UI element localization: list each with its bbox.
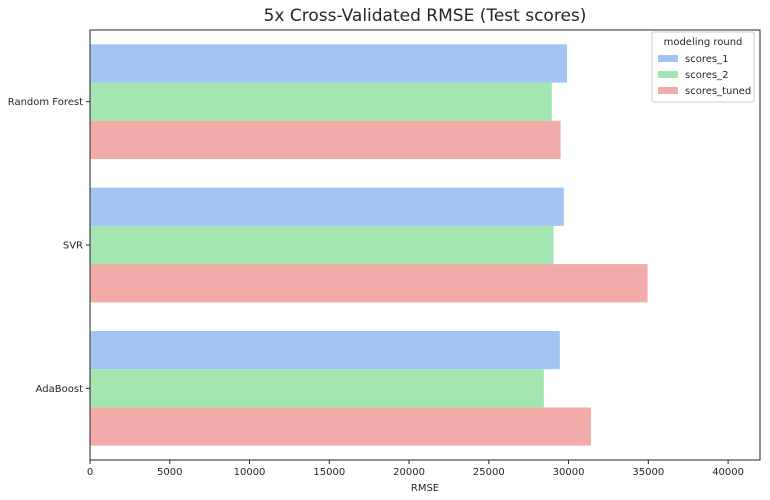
- y-tick-label: Random Forest: [8, 97, 83, 108]
- x-tick-label: 40000: [712, 467, 744, 478]
- x-tick-label: 0: [87, 467, 93, 478]
- bar-scores_1-random-forest: [90, 44, 567, 83]
- bars-group: [90, 44, 648, 446]
- x-axis-label: RMSE: [411, 483, 439, 494]
- x-tick-label: 5000: [157, 467, 182, 478]
- legend-label-scores_2: scores_2: [685, 70, 728, 81]
- bar-scores_2-random-forest: [90, 82, 552, 121]
- bar-scores_tuned-adaboost: [90, 407, 591, 446]
- bar-scores_1-svr: [90, 187, 564, 226]
- legend-label-scores_tuned: scores_tuned: [685, 86, 751, 97]
- x-tick-label: 10000: [234, 467, 266, 478]
- y-tick-label: SVR: [63, 241, 83, 252]
- x-tick-label: 20000: [393, 467, 425, 478]
- x-tick-label: 25000: [473, 467, 505, 478]
- legend-swatch-scores_tuned: [658, 87, 678, 94]
- bar-scores_tuned-svr: [90, 264, 648, 303]
- legend: modeling round scores_1 scores_2 scores_tun…: [651, 31, 755, 103]
- plot-frame: [89, 29, 761, 461]
- bar-scores_tuned-random-forest: [90, 120, 561, 159]
- axes-group: Random Forest SVR AdaBoost 0 5000 10000 15000 2…: [8, 29, 761, 478]
- bar-scores_2-adaboost: [90, 369, 544, 408]
- x-tick-label: 35000: [632, 467, 664, 478]
- legend-title: modeling round: [664, 37, 743, 48]
- y-tick-label: AdaBoost: [36, 384, 83, 395]
- legend-swatch-scores_2: [658, 71, 678, 78]
- x-tick-label: 15000: [313, 467, 345, 478]
- legend-swatch-scores_1: [658, 55, 678, 62]
- chart-title: 5x Cross-Validated RMSE (Test scores): [264, 6, 587, 26]
- legend-label-scores_1: scores_1: [685, 54, 728, 65]
- bar-scores_2-svr: [90, 225, 554, 265]
- bar-scores_1-adaboost: [90, 331, 560, 370]
- x-tick-label: 30000: [553, 467, 585, 478]
- legend-box: [651, 31, 755, 103]
